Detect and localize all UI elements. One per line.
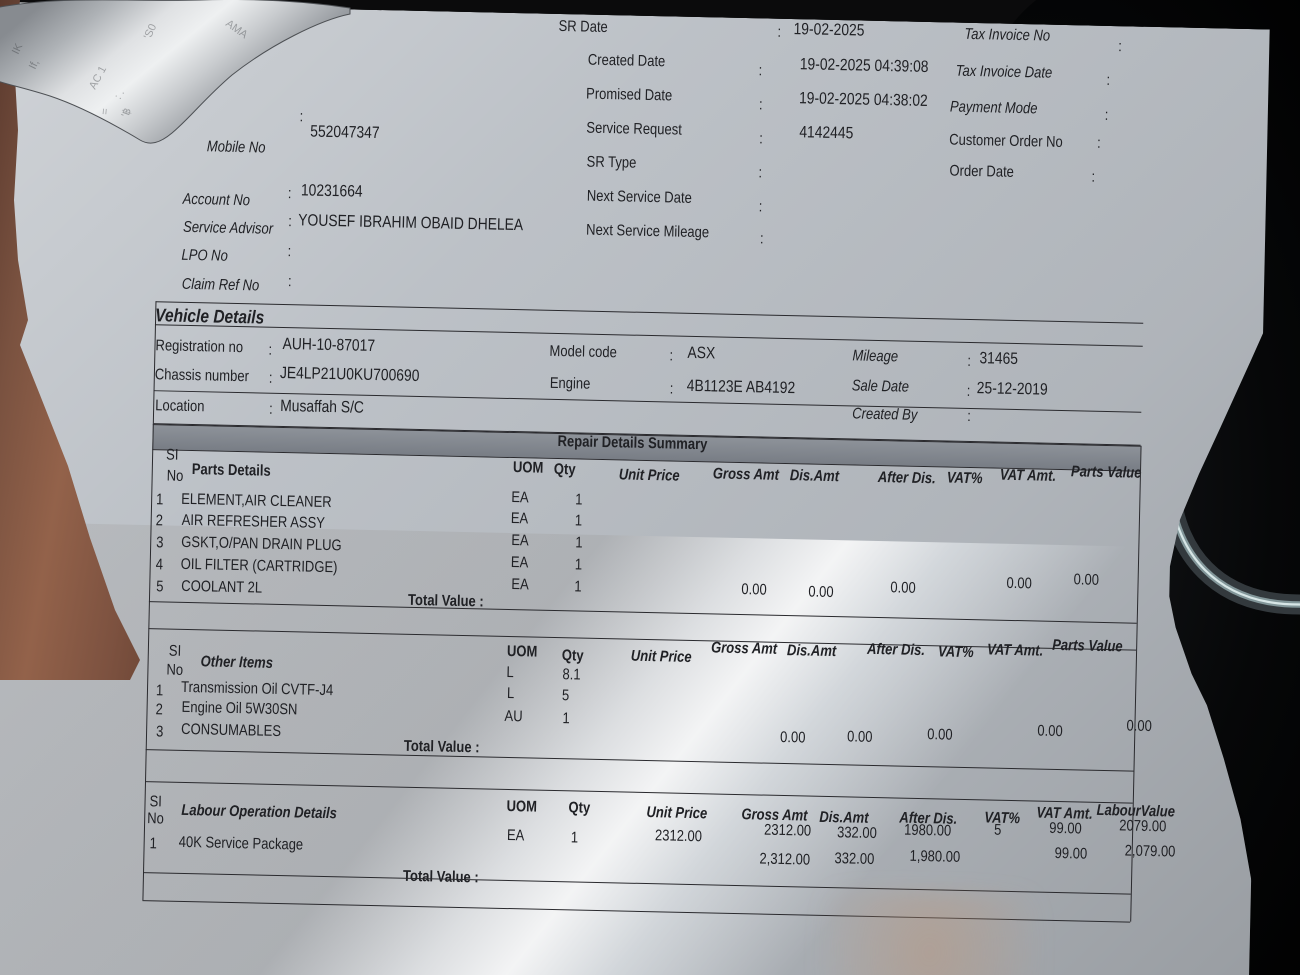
svg-text:=: = xyxy=(99,108,112,115)
